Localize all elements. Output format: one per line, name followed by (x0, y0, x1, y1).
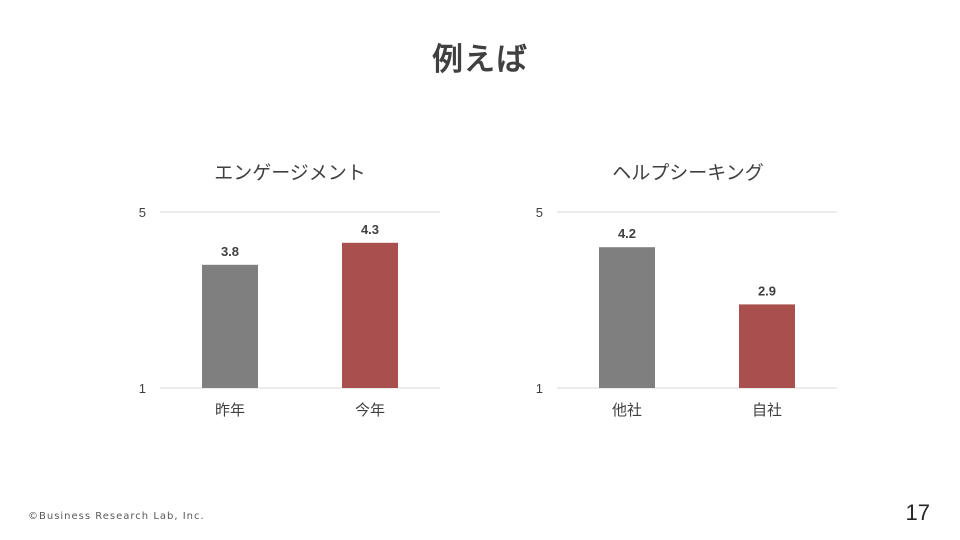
y-tick-label: 5 (139, 205, 146, 220)
data-label: 3.8 (221, 244, 239, 259)
chart-title: ヘルプシーキング (612, 162, 763, 184)
data-label: 2.9 (758, 283, 776, 298)
y-tick-label: 5 (536, 205, 543, 220)
bar (342, 242, 398, 388)
data-label: 4.3 (361, 222, 379, 237)
bar (739, 304, 795, 388)
copyright-text: ©Business Research Lab, Inc. (28, 511, 205, 522)
y-tick-label: 1 (536, 381, 543, 396)
data-label: 4.2 (618, 226, 636, 241)
slide-title: 例えば (432, 42, 528, 78)
bar (599, 247, 655, 388)
x-tick-label: 自社 (752, 401, 782, 419)
y-tick-label: 1 (139, 381, 146, 396)
x-tick-label: 他社 (612, 401, 642, 419)
page-number: 17 (905, 500, 930, 525)
chart-title: エンゲージメント (214, 162, 366, 184)
x-tick-label: 今年 (355, 401, 385, 419)
x-tick-label: 昨年 (215, 401, 245, 419)
bar (202, 264, 258, 388)
